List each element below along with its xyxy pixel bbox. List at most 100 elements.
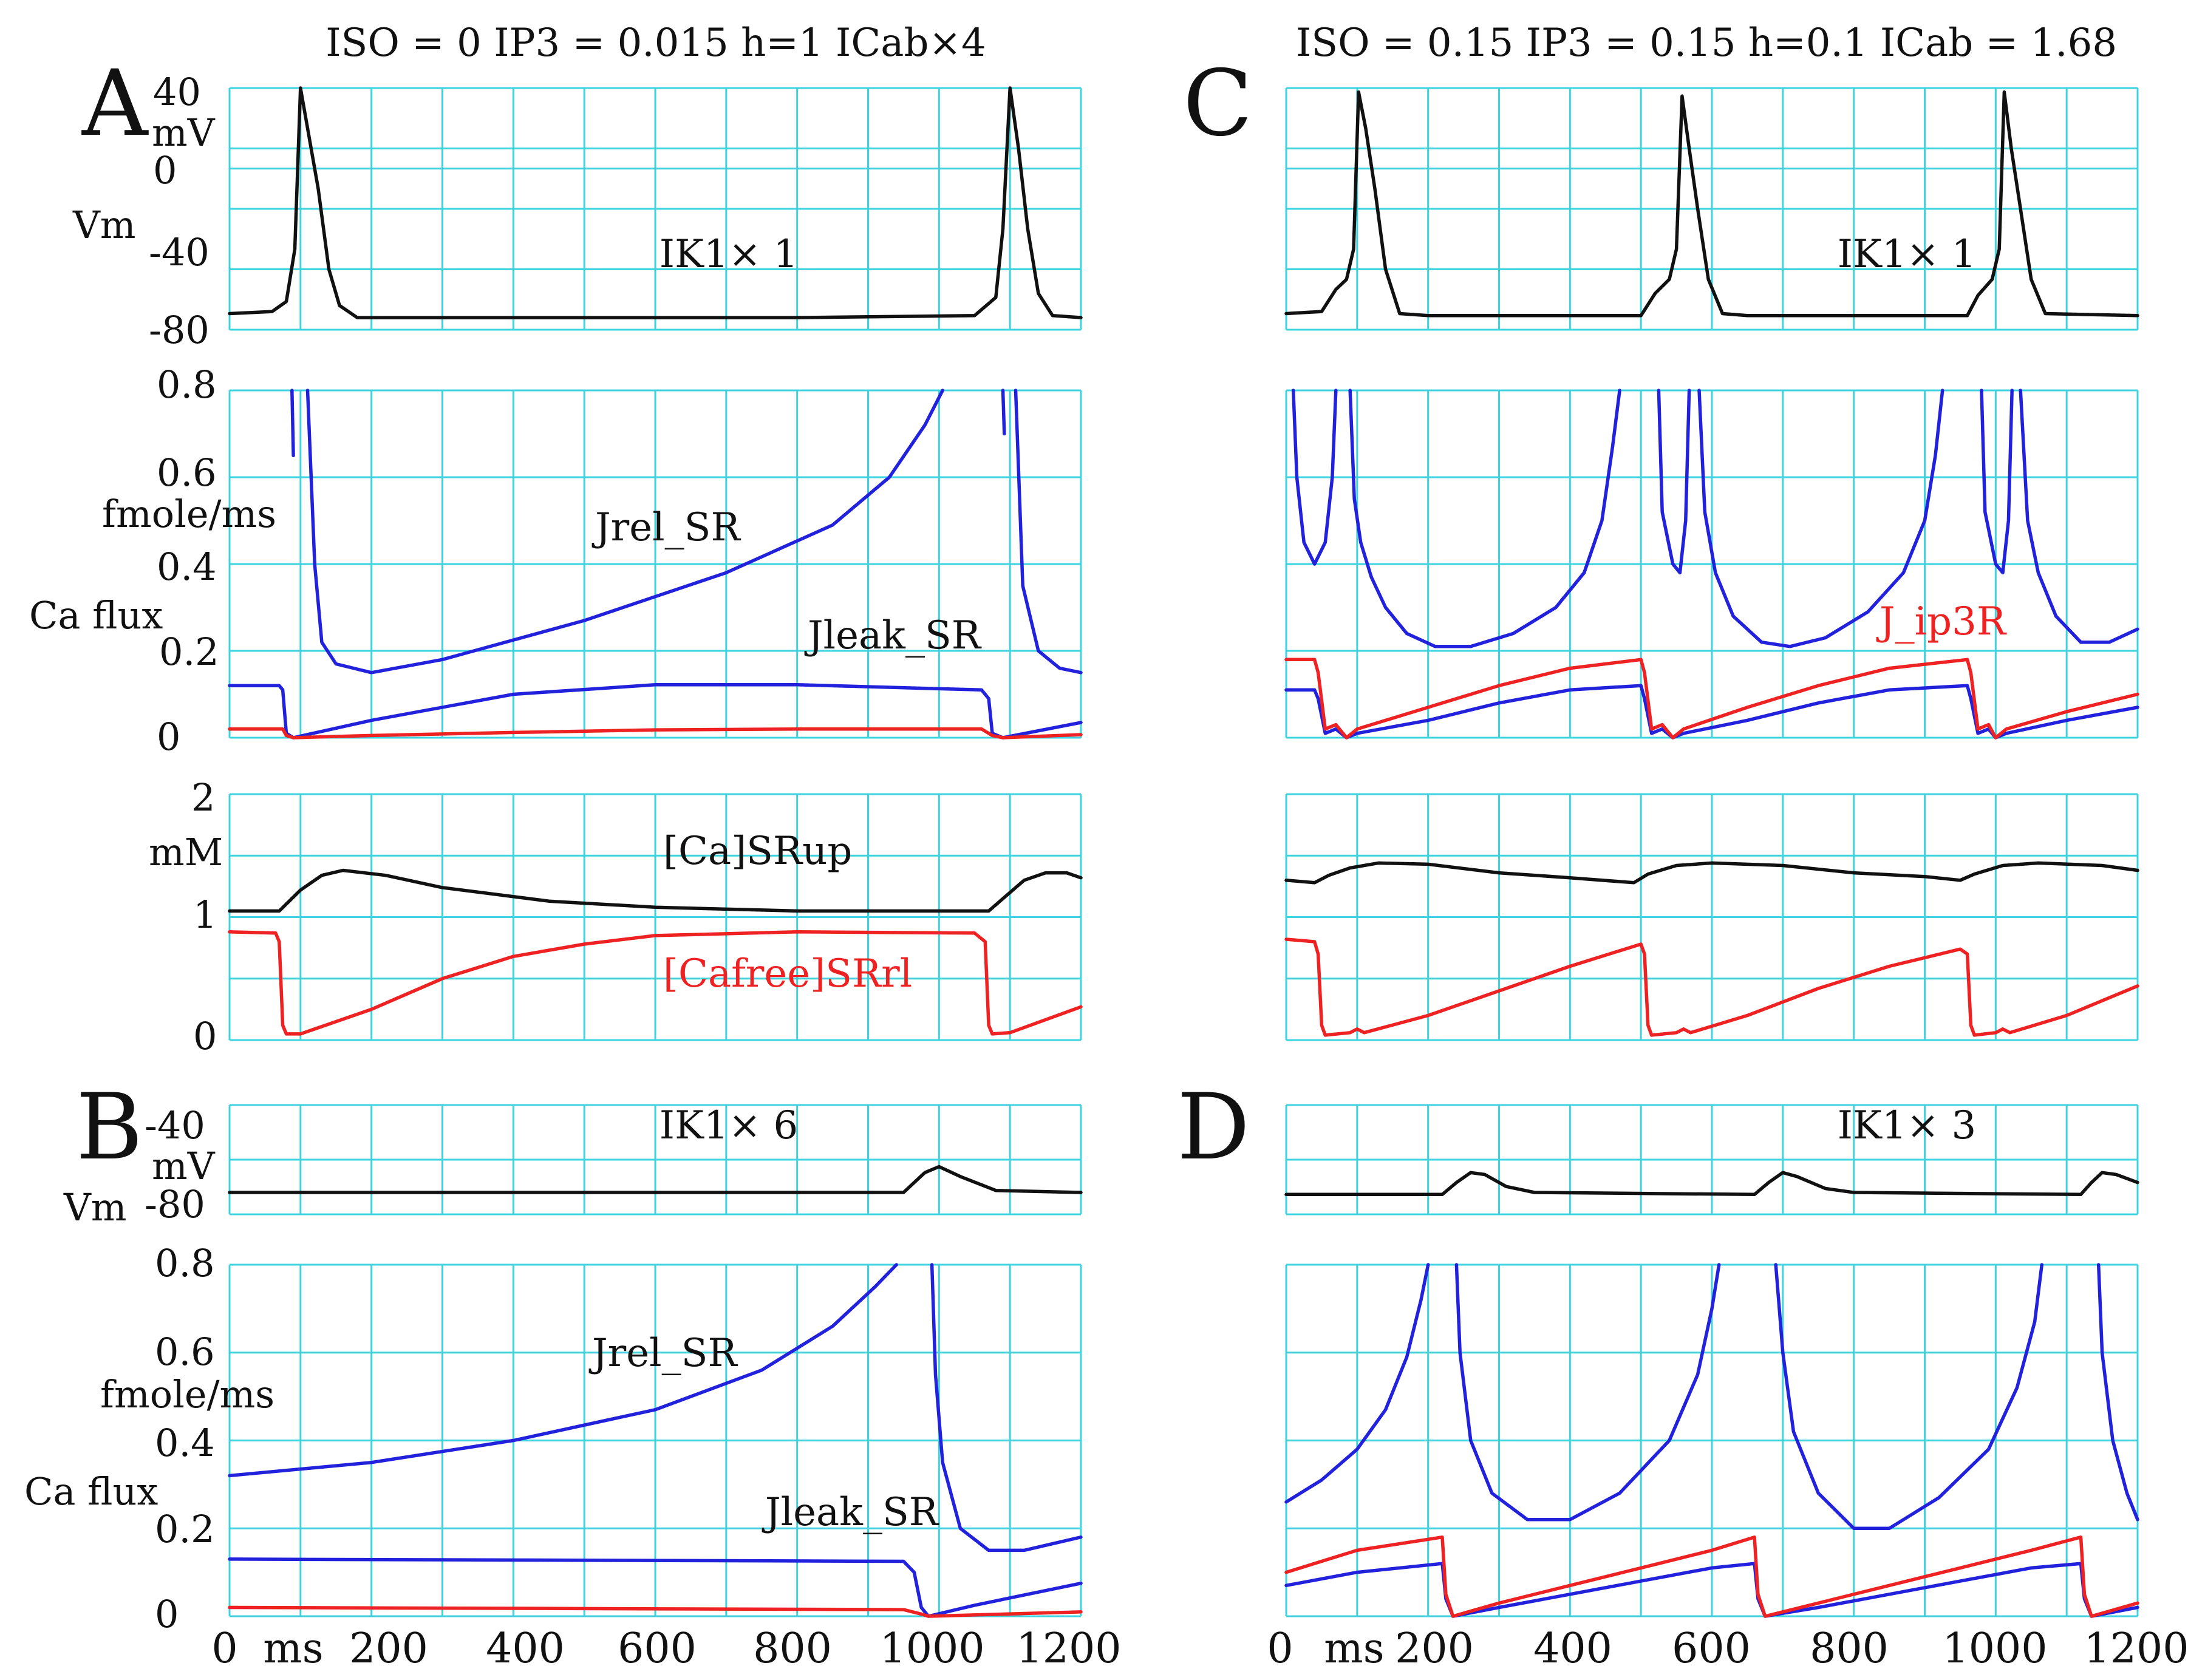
- a-ik1-label: IK1× 1: [659, 232, 799, 277]
- b-flux-jleak-sr-line: [228, 1557, 1083, 1618]
- b-jrel-label: Jrel_SR: [588, 1331, 738, 1376]
- c-flux-jrel-sr-line-seg1: [1348, 389, 1621, 648]
- d-flux-jrel-sr-line-seg2: [1774, 1263, 2044, 1531]
- a-vm-tick-neg40: -40: [149, 230, 210, 274]
- x-left-unit: ms: [263, 1625, 323, 1673]
- x-right-tick-1000: 1000: [1942, 1625, 2047, 1673]
- b-flux-tick-0: 0: [155, 1592, 179, 1636]
- a-flux-jleak-sr-line: [228, 683, 1083, 740]
- x-right-tick-0: 0: [1267, 1625, 1293, 1673]
- x-left-tick-0: 0: [211, 1625, 237, 1673]
- a-flux-j-ip3r-line: [228, 727, 1083, 740]
- b-flux-unit: fmole/ms: [100, 1372, 274, 1416]
- b-vm-trace-line: [228, 1165, 1083, 1194]
- title-right: ISO = 0.15 IP3 = 0.15 h=0.1 ICab = 1.68: [1296, 21, 2117, 66]
- c-flux-grid: [1285, 389, 2139, 739]
- c-flux-jleak-sr-line: [1284, 684, 2139, 740]
- b-flux-tick-02: 0.2: [155, 1507, 215, 1551]
- a-conc-tick-1: 1: [193, 893, 217, 937]
- d-vm-trace-line: [1284, 1171, 2139, 1197]
- x-left-tick-200: 200: [349, 1625, 428, 1673]
- b-flux-tick-04: 0.4: [155, 1421, 215, 1465]
- panel-letter-b: B: [76, 1075, 143, 1180]
- a-flux-tick-06: 0.6: [157, 451, 217, 495]
- grid-layer: [228, 87, 2139, 1617]
- a-flux-tick-02: 0.2: [159, 630, 219, 674]
- x-left-tick-1000: 1000: [879, 1625, 984, 1673]
- a-vm-unit: mV: [152, 111, 216, 155]
- a-vm-tick-neg80: -80: [149, 308, 210, 352]
- x-left-tick-800: 800: [753, 1625, 832, 1673]
- b-jleak-label: Jleak_SR: [762, 1490, 939, 1535]
- b-flux-jrel-sr-line-seg1: [930, 1263, 1083, 1552]
- b-vm-label: Vm: [63, 1185, 127, 1229]
- a-flux-jrel-sr-line-seg2: [1001, 389, 1006, 436]
- d-flux-grid: [1285, 1263, 2139, 1617]
- d-flux-jrel-sr-line-seg0: [1284, 1263, 1430, 1504]
- b-flux-jrel-sr-line-seg0: [228, 1263, 898, 1478]
- c-flux-jrel-sr-line-seg4: [1980, 389, 2014, 575]
- a-flux-tick-04: 0.4: [157, 545, 217, 589]
- curve-layer: [228, 86, 2139, 1618]
- a-conc-unit: mM: [149, 830, 223, 874]
- a-conc-cafree-srrl-line: [228, 930, 1083, 1036]
- x-right-unit: ms: [1324, 1625, 1384, 1673]
- d-flux-j-ip3r-line: [1284, 1535, 2139, 1618]
- a-cafree-label: [Cafree]SRrl: [663, 951, 912, 996]
- a-flux-jrel-sr-line-seg3: [1014, 389, 1083, 675]
- a-conc-ca-srup-line: [228, 868, 1083, 913]
- c-flux-jrel-sr-line-seg3: [1697, 389, 1944, 648]
- d-flux-jrel-sr-line-seg3: [2096, 1263, 2139, 1522]
- a-vm-trace-line: [228, 86, 1083, 319]
- b-vm-unit: mV: [152, 1144, 216, 1188]
- panel-letter-c: C: [1183, 51, 1253, 157]
- a-jleak-label: Jleak_SR: [804, 613, 982, 658]
- a-ca-up-label: [Ca]SRup: [663, 829, 852, 874]
- b-vm-tick-neg80: -80: [145, 1182, 205, 1226]
- a-vm-label: Vm: [72, 203, 136, 247]
- b-vm-tick-neg40: -40: [145, 1103, 205, 1148]
- b-flux-tick-08: 0.8: [155, 1241, 215, 1285]
- a-vm-tick-0: 0: [153, 148, 177, 192]
- a-conc-grid: [228, 793, 1082, 1041]
- a-vm-grid: [228, 87, 1082, 331]
- b-flux-j-ip3r-line: [228, 1605, 1083, 1618]
- x-left-tick-400: 400: [486, 1625, 565, 1673]
- c-flux-jrel-sr-line-seg5: [2019, 389, 2139, 644]
- b-flux-label: Ca flux: [24, 1469, 158, 1514]
- a-flux-unit: fmole/ms: [102, 492, 276, 536]
- panel-letter-a: A: [81, 51, 149, 157]
- b-ik1-label: IK1× 6: [659, 1103, 799, 1148]
- c-conc-cafree-srrl-line: [1284, 937, 2139, 1037]
- a-flux-label: Ca flux: [29, 593, 163, 638]
- x-right-tick-1200: 1200: [2084, 1625, 2189, 1673]
- d-vm-grid: [1285, 1104, 2139, 1216]
- c-vm-grid: [1285, 87, 2139, 331]
- a-flux-tick-0: 0: [157, 715, 180, 759]
- c-flux-jrel-sr-line-seg2: [1657, 389, 1691, 575]
- c-ik1-label: IK1× 1: [1838, 232, 1977, 277]
- c-conc-ca-srup-line: [1284, 861, 2139, 885]
- a-flux-tick-08: 0.8: [157, 362, 217, 407]
- b-flux-tick-06: 0.6: [155, 1330, 215, 1374]
- a-jrel-label: Jrel_SR: [591, 505, 741, 550]
- x-right-tick-200: 200: [1395, 1625, 1474, 1673]
- c-flux-j-ip3r-line: [1284, 658, 2139, 740]
- a-flux-jrel-sr-line-seg0: [290, 389, 295, 458]
- x-right-tick-800: 800: [1810, 1625, 1889, 1673]
- c-flux-jrel-sr-line-seg0: [1291, 389, 1338, 566]
- x-left-tick-1200: 1200: [1016, 1625, 1121, 1673]
- a-flux-grid: [228, 389, 1082, 739]
- a-conc-tick-2: 2: [191, 775, 215, 820]
- b-flux-grid: [228, 1263, 1082, 1617]
- c-conc-grid: [1285, 793, 2139, 1041]
- c-jip3r-label: J_ip3R: [1876, 599, 2007, 644]
- a-flux-jrel-sr-line-seg1: [305, 389, 944, 675]
- b-vm-grid: [228, 1104, 1082, 1216]
- x-left-tick-600: 600: [618, 1625, 697, 1673]
- x-right-tick-600: 600: [1672, 1625, 1751, 1673]
- d-ik1-label: IK1× 3: [1838, 1103, 1977, 1148]
- title-left: ISO = 0 IP3 = 0.015 h=1 ICab×4: [325, 21, 986, 66]
- a-vm-tick-40: 40: [153, 70, 201, 114]
